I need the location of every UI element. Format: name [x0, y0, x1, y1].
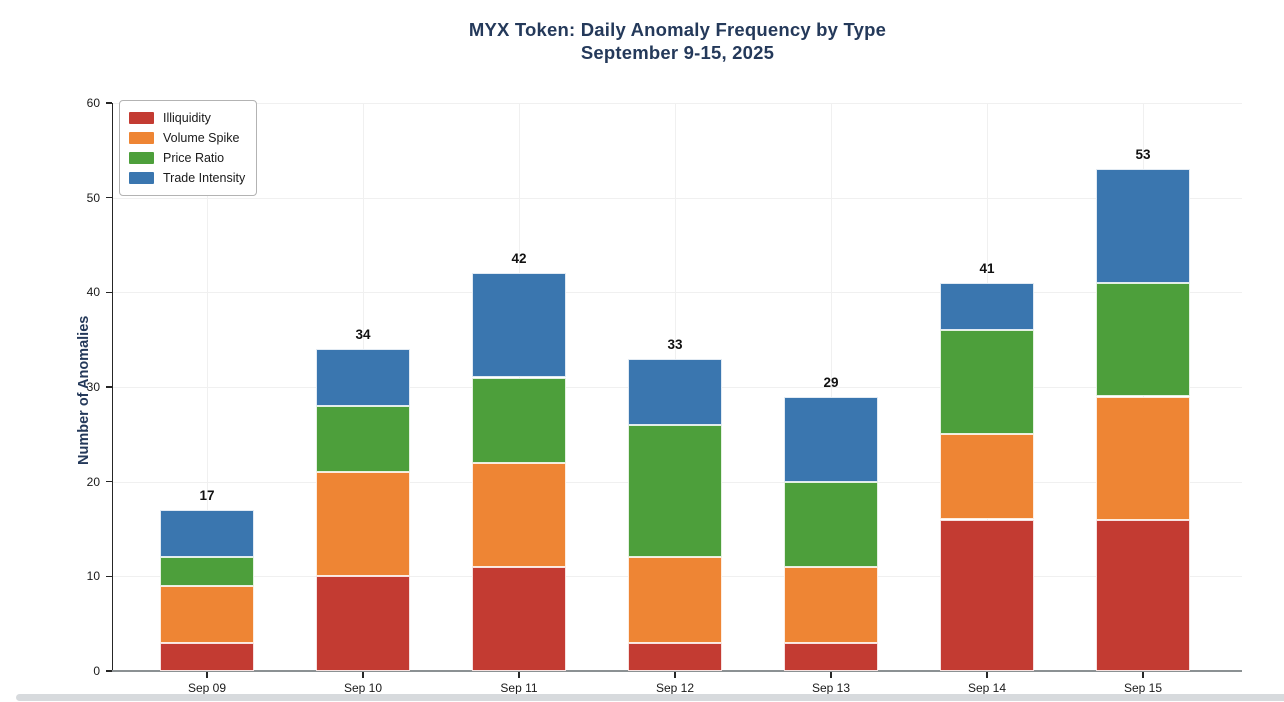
x-tick-label: Sep 10 [343, 681, 383, 695]
bar-segment-price-ratio [784, 481, 878, 567]
legend-item: Trade Intensity [129, 168, 245, 188]
bar-total-label: 53 [1135, 147, 1151, 163]
x-tick-mark [362, 672, 364, 678]
chart-title: MYX Token: Daily Anomaly Frequency by Ty… [113, 18, 1242, 64]
legend-item: Volume Spike [129, 128, 245, 148]
bar-segment-volume-spike [316, 472, 410, 577]
bar-segment-price-ratio [1096, 282, 1190, 397]
legend-label: Price Ratio [163, 150, 225, 165]
chart-title-line2: September 9-15, 2025 [580, 42, 775, 63]
x-axis-line [112, 670, 1242, 673]
y-tick-label: 20 [86, 474, 100, 489]
x-tick-label: Sep 12 [655, 681, 695, 695]
bar-segment-price-ratio [472, 377, 566, 463]
gridline-vertical [831, 103, 832, 671]
x-tick-label: Sep 11 [500, 681, 538, 695]
bar-segment-price-ratio [160, 557, 254, 586]
legend-label: Volume Spike [163, 130, 240, 145]
x-tick-mark [986, 672, 988, 678]
x-tick-mark [518, 672, 520, 678]
bar-total-label: 42 [511, 251, 527, 267]
legend-label: Trade Intensity [163, 170, 246, 185]
y-tick-mark [106, 575, 112, 577]
legend-swatch-icon [129, 132, 154, 144]
bar-segment-volume-spike [940, 434, 1034, 520]
bar-segment-trade-intensity [472, 273, 566, 378]
y-tick-mark [106, 291, 112, 293]
bar-segment-price-ratio [940, 330, 1034, 435]
bar-total-label: 17 [199, 488, 215, 504]
legend: Illiquidity Volume Spike Price Ratio Trade … [119, 100, 258, 196]
x-tick-label: Sep 14 [967, 681, 1007, 695]
y-tick-label: 50 [86, 190, 100, 205]
bar-segment-trade-intensity [628, 358, 722, 425]
y-axis-line [112, 103, 114, 671]
y-tick-mark [106, 670, 112, 672]
bar-segment-illiquidity [784, 642, 878, 671]
bar-segment-illiquidity [940, 519, 1034, 671]
y-tick-mark [106, 197, 112, 199]
x-tick-label: Sep 15 [1123, 681, 1163, 695]
bar-segment-illiquidity [160, 642, 254, 671]
bar-segment-trade-intensity [784, 396, 878, 482]
x-tick-mark [1142, 672, 1144, 678]
legend-swatch-icon [129, 112, 154, 124]
bar-segment-trade-intensity [940, 282, 1034, 331]
chart-title-line1: MYX Token: Daily Anomaly Frequency by Ty… [468, 19, 887, 40]
bar-segment-volume-spike [472, 462, 566, 567]
bar-segment-trade-intensity [160, 510, 254, 558]
x-tick-mark [674, 672, 676, 678]
y-tick-mark [106, 386, 112, 388]
x-tick-label: Sep 09 [187, 681, 227, 695]
bar-segment-illiquidity [472, 566, 566, 671]
y-tick-mark [106, 481, 112, 483]
y-tick-label: 30 [86, 380, 100, 394]
bar-segment-volume-spike [628, 557, 722, 643]
legend-swatch-icon [129, 152, 154, 164]
y-tick-label: 10 [86, 569, 100, 584]
y-tick-label: 60 [86, 96, 100, 110]
y-tick-label: 40 [86, 285, 100, 300]
bar-segment-volume-spike [1096, 396, 1190, 520]
gridline-horizontal [113, 292, 1242, 294]
bar-segment-volume-spike [784, 566, 878, 643]
legend-swatch-icon [129, 172, 154, 184]
gridline-horizontal [113, 103, 1242, 104]
x-tick-mark [830, 672, 832, 678]
bottom-scrollbar[interactable] [16, 694, 1284, 701]
y-tick-mark [106, 102, 112, 104]
bar-segment-volume-spike [160, 585, 254, 643]
bar-total-label: 33 [667, 336, 683, 352]
y-tick-label: 0 [93, 664, 100, 678]
legend-label: Illiquidity [163, 110, 211, 125]
x-tick-label: Sep 13 [811, 681, 851, 695]
bar-total-label: 41 [979, 260, 995, 276]
bar-total-label: 29 [823, 374, 839, 390]
gridline-vertical [207, 103, 208, 671]
legend-item: Illiquidity [129, 108, 245, 128]
legend-item: Price Ratio [129, 148, 245, 168]
bar-segment-illiquidity [316, 576, 410, 671]
x-tick-mark [206, 672, 208, 678]
bar-segment-price-ratio [628, 424, 722, 558]
bar-segment-price-ratio [316, 405, 410, 473]
bar-segment-illiquidity [1096, 519, 1190, 671]
bar-segment-trade-intensity [1096, 169, 1190, 283]
bar-total-label: 34 [355, 327, 371, 343]
bar-segment-trade-intensity [316, 349, 410, 406]
bar-segment-illiquidity [628, 642, 722, 671]
gridline-horizontal [113, 197, 1242, 199]
